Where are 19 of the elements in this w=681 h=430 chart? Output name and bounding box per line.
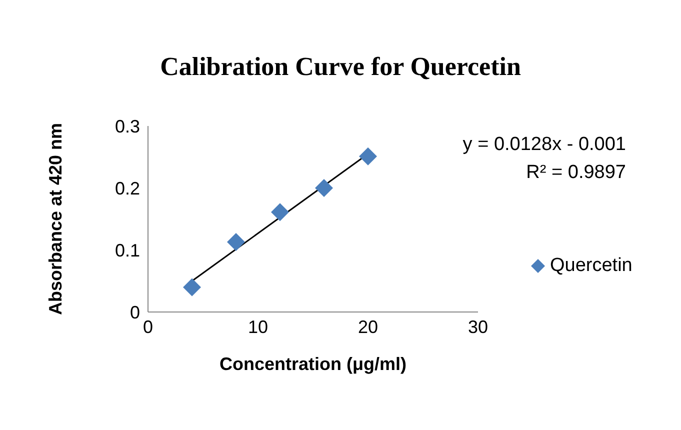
y-tick-label: 0.2 (114, 178, 140, 198)
y-tick-label: 0 (130, 302, 140, 322)
point (227, 232, 245, 251)
chart-title: Calibration Curve for Quercetin (159, 52, 522, 82)
x-tick-label: 0 (142, 316, 154, 337)
text: R² = 0.9897 (526, 162, 626, 184)
annotation: y = 0.0128x - 0.001 (462, 134, 626, 156)
legend-label: Quercetin (550, 255, 632, 277)
x-axis-title: Concentration (μg/ml) (219, 354, 407, 374)
x-tick-label: 20 (358, 316, 378, 337)
y-axis-title: Absorbance at 420 nm (45, 122, 66, 316)
point (359, 147, 377, 166)
point (183, 278, 201, 296)
point (315, 179, 333, 197)
x-tick-label: 30 (468, 316, 488, 337)
y-tick-label: 0.3 (114, 116, 140, 136)
y-tick-label: 0.1 (114, 240, 140, 260)
point (271, 203, 289, 222)
x-tick-label: 10 (248, 316, 268, 337)
